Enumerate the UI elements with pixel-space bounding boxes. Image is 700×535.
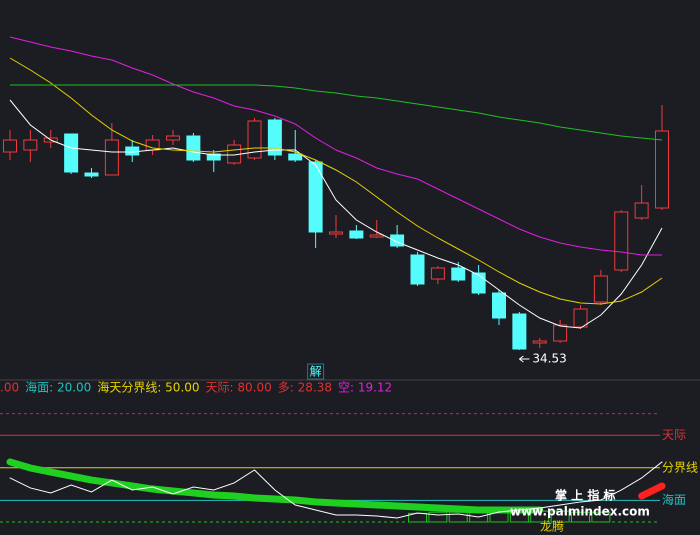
candle-body	[369, 234, 384, 238]
level-label: 天际	[662, 428, 686, 442]
candle-body	[593, 275, 608, 303]
candle-body	[532, 340, 547, 344]
candle-body	[430, 267, 445, 280]
annotation-arrowhead	[519, 355, 524, 363]
candle-body	[471, 272, 486, 294]
histogram-bar	[550, 510, 570, 523]
histogram-bar	[591, 511, 611, 523]
level-label: 分界线	[662, 460, 698, 474]
moving-average	[9, 99, 663, 329]
candle-body	[329, 231, 343, 235]
header-item: 空: 19.12	[338, 381, 392, 395]
level-label: 海面	[662, 492, 686, 507]
candle-body	[186, 135, 201, 161]
moving-average	[9, 36, 662, 256]
watermark: www.palmindex.com	[510, 505, 650, 519]
annotation: 34.53	[532, 352, 566, 366]
candle-body	[492, 292, 506, 319]
histogram-bar	[571, 511, 590, 523]
header-item: 天际: 80.00	[206, 381, 272, 395]
candle-body	[512, 313, 527, 350]
candle-body	[451, 267, 466, 281]
candle-body	[125, 146, 140, 156]
indicator-band	[6, 458, 544, 514]
header-item: .00	[0, 381, 19, 395]
header-item: 多: 28.38	[278, 381, 332, 395]
candle-body	[655, 130, 669, 209]
candle-body	[84, 172, 99, 177]
indicator-band	[638, 482, 666, 500]
candle-body	[3, 139, 17, 153]
indicator-line	[9, 461, 663, 519]
candle-body	[166, 135, 180, 141]
marker-box	[307, 363, 325, 380]
watermark: 掌 上 指 标	[555, 488, 616, 503]
header-item: 海面: 20.00	[25, 380, 91, 395]
candle-body	[23, 139, 38, 151]
candle-body	[349, 230, 364, 239]
histogram-bar	[428, 511, 448, 523]
header-item: 海天分界线: 50.00	[97, 380, 199, 395]
candle-body	[410, 254, 425, 285]
candle-body	[614, 211, 629, 271]
moving-average	[10, 84, 663, 141]
candle-body	[553, 324, 568, 342]
marker: 解	[310, 365, 322, 379]
candle-body	[104, 139, 119, 176]
candle-body	[206, 153, 221, 161]
candle-body	[390, 234, 405, 247]
moving-average	[9, 57, 663, 305]
candle-body	[64, 133, 79, 173]
candle-body	[288, 153, 303, 161]
candle-body	[573, 308, 588, 328]
candle-body	[267, 119, 282, 156]
signal-label: 龙腾	[540, 519, 564, 534]
candle-body	[308, 161, 323, 233]
candle-body	[634, 202, 649, 219]
